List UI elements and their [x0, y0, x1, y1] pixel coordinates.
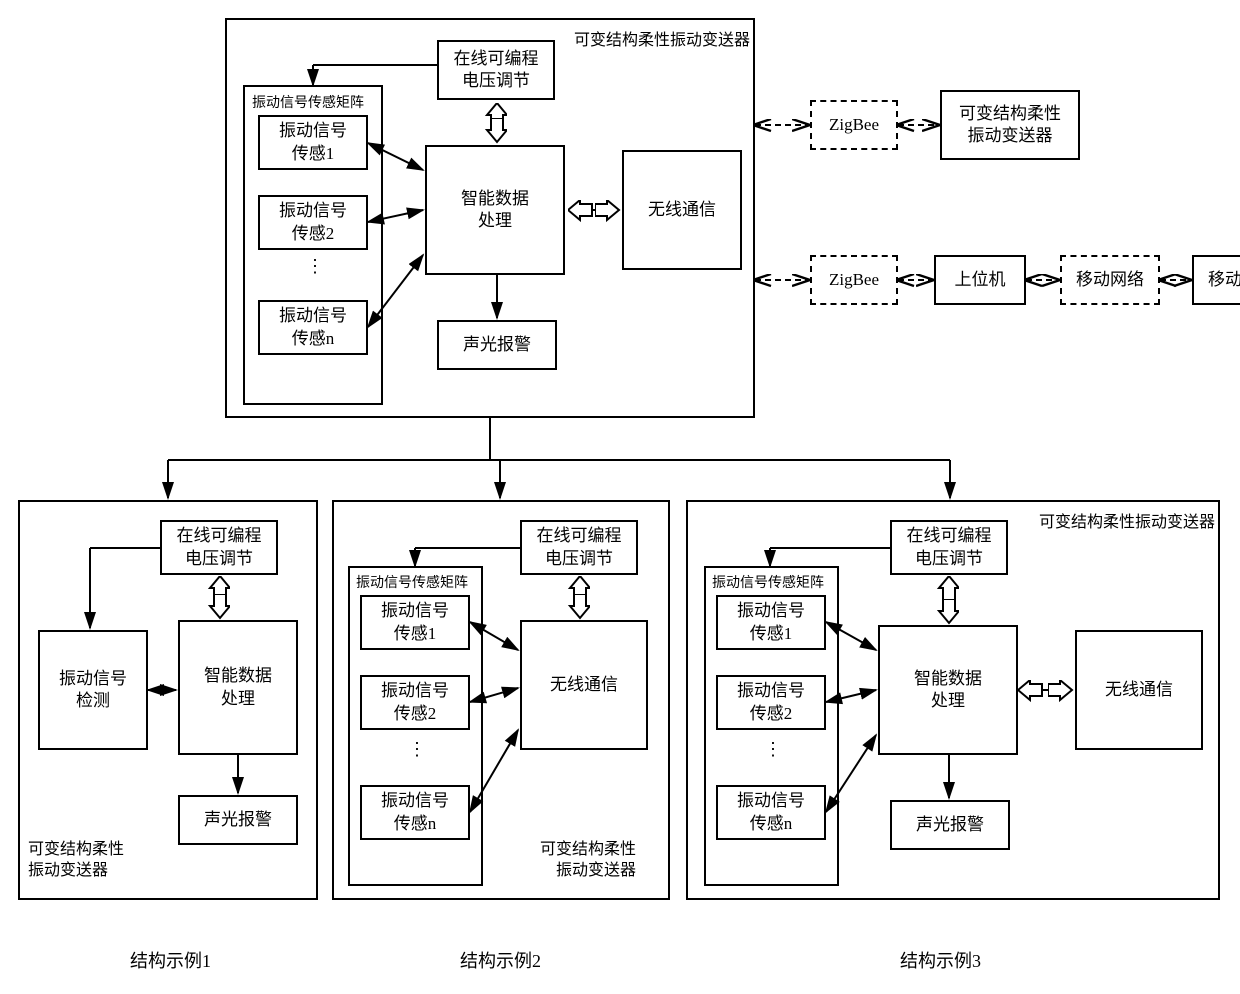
top-matrix-title: 振动信号传感矩阵: [252, 92, 364, 112]
mobile-network: 移动网络: [1060, 255, 1160, 305]
top-voltage: 在线可编程 电压调节: [437, 40, 555, 100]
top-processor: 智能数据 处理: [425, 145, 565, 275]
ex2-voltage: 在线可编程 电压调节: [520, 520, 638, 575]
ex2-sensor-dots: ⋮: [408, 745, 426, 754]
right-transmitter: 可变结构柔性 振动变送器: [940, 90, 1080, 160]
ex3-sensor-2: 振动信号 传感2: [716, 675, 826, 730]
top-alarm: 声光报警: [437, 320, 557, 370]
zigbee-2: ZigBee: [810, 255, 898, 305]
ex2-matrix-title: 振动信号传感矩阵: [356, 572, 468, 592]
top-sensor-2: 振动信号 传感2: [258, 195, 368, 250]
ex2-container-label: 可变结构柔性 振动变送器: [540, 840, 636, 882]
ex1-processor: 智能数据 处理: [178, 620, 298, 755]
ex3-processor: 智能数据 处理: [878, 625, 1018, 755]
ex3-container-label: 可变结构柔性振动变送器: [1020, 508, 1215, 532]
mobile-terminal: 移动终端: [1192, 255, 1240, 305]
zigbee-1: ZigBee: [810, 100, 898, 150]
top-sensor-dots: ⋮: [306, 262, 324, 271]
ex2-sensor-1: 振动信号 传感1: [360, 595, 470, 650]
ex3-title: 结构示例3: [900, 950, 981, 973]
ex2-wireless: 无线通信: [520, 620, 648, 750]
top-sensor-1: 振动信号 传感1: [258, 115, 368, 170]
ex3-voltage: 在线可编程 电压调节: [890, 520, 1008, 575]
ex3-alarm: 声光报警: [890, 800, 1010, 850]
host-computer: 上位机: [934, 255, 1026, 305]
top-container-title: 可变结构柔性振动变送器: [555, 26, 750, 50]
ex1-title: 结构示例1: [130, 950, 211, 973]
ex1-detect: 振动信号 检测: [38, 630, 148, 750]
ex1-voltage: 在线可编程 电压调节: [160, 520, 278, 575]
ex3-sensor-dots: ⋮: [764, 745, 782, 754]
ex3-wireless: 无线通信: [1075, 630, 1203, 750]
ex1-container-label: 可变结构柔性 振动变送器: [28, 840, 124, 882]
top-wireless: 无线通信: [622, 150, 742, 270]
ex2-sensor-n: 振动信号 传感n: [360, 785, 470, 840]
ex1-alarm: 声光报警: [178, 795, 298, 845]
top-sensor-n: 振动信号 传感n: [258, 300, 368, 355]
ex3-matrix-title: 振动信号传感矩阵: [712, 572, 824, 592]
ex2-sensor-2: 振动信号 传感2: [360, 675, 470, 730]
ex3-sensor-n: 振动信号 传感n: [716, 785, 826, 840]
ex3-sensor-1: 振动信号 传感1: [716, 595, 826, 650]
ex2-title: 结构示例2: [460, 950, 541, 973]
